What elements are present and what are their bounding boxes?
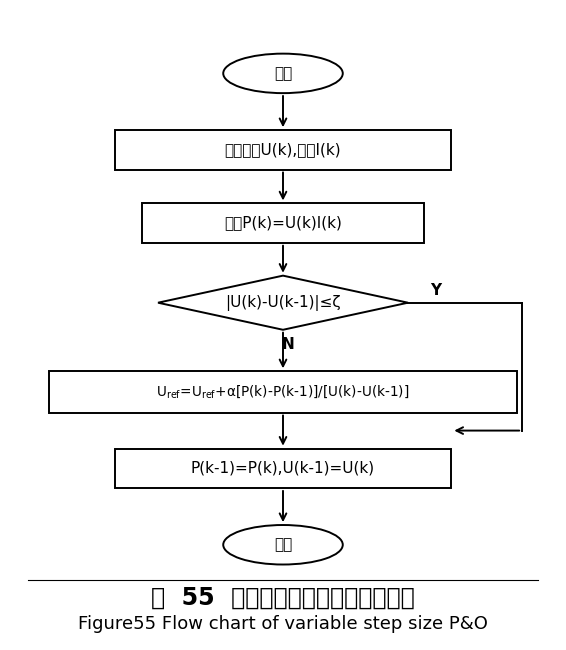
- Ellipse shape: [223, 54, 343, 93]
- FancyBboxPatch shape: [114, 130, 452, 170]
- Text: 采样电压U(k),电流I(k): 采样电压U(k),电流I(k): [225, 142, 341, 157]
- Text: 开始: 开始: [274, 66, 292, 81]
- FancyBboxPatch shape: [49, 371, 517, 413]
- Text: N: N: [282, 337, 295, 352]
- FancyBboxPatch shape: [142, 203, 424, 243]
- Text: 图  55  变步长扰动观察法算法流程图: 图 55 变步长扰动观察法算法流程图: [151, 586, 415, 610]
- Text: 计算P(k)=U(k)I(k): 计算P(k)=U(k)I(k): [224, 216, 342, 231]
- Text: P(k-1)=P(k),U(k-1)=U(k): P(k-1)=P(k),U(k-1)=U(k): [191, 461, 375, 476]
- Text: Figure55 Flow chart of variable step size P&O: Figure55 Flow chart of variable step siz…: [78, 616, 488, 633]
- Polygon shape: [158, 276, 408, 330]
- FancyBboxPatch shape: [114, 448, 452, 488]
- Text: |U(k)-U(k-1)|≤ζ: |U(k)-U(k-1)|≤ζ: [225, 294, 341, 311]
- Text: Y: Y: [430, 283, 441, 298]
- Ellipse shape: [223, 525, 343, 564]
- Text: $\mathrm{U_{ref}}$=$\mathrm{U_{ref}}$+α[P(k)-P(k-1)]/[U(k)-U(k-1)]: $\mathrm{U_{ref}}$=$\mathrm{U_{ref}}$+α[…: [156, 384, 410, 400]
- Text: 返回: 返回: [274, 538, 292, 552]
